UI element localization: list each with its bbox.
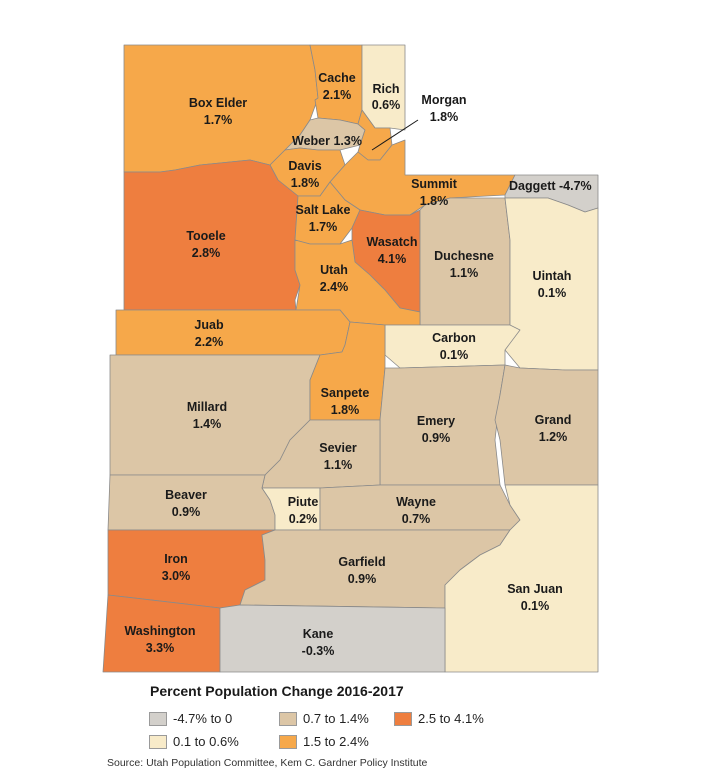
county-carbon[interactable] <box>384 324 521 369</box>
label-tooele-name: Tooele <box>186 229 225 243</box>
label-cache-value: 2.1% <box>323 88 352 102</box>
legend-swatch-high <box>279 734 297 749</box>
label-millard-name: Millard <box>187 400 227 414</box>
morgan-leader-line <box>371 119 419 151</box>
label-san-juan-name: San Juan <box>507 582 563 596</box>
source-note: Source: Utah Population Committee, Kem C… <box>107 757 428 769</box>
label-garfield-value: 0.9% <box>348 572 377 586</box>
county-san-juan[interactable] <box>444 484 599 673</box>
label-daggett: Daggett -4.7% <box>509 179 592 193</box>
county-sanpete[interactable] <box>309 321 386 421</box>
label-salt-lake-name: Salt Lake <box>296 203 351 217</box>
label-emery-name: Emery <box>417 414 455 428</box>
label-box-elder-value: 1.7% <box>204 113 233 127</box>
label-millard-value: 1.4% <box>193 417 222 431</box>
label-rich-name: Rich <box>372 82 399 96</box>
legend-swatch-mid <box>279 711 297 726</box>
legend-item-top: 2.5 to 4.1% <box>394 711 484 726</box>
label-wayne-value: 0.7% <box>402 512 431 526</box>
label-utah-value: 2.4% <box>320 280 349 294</box>
label-daggett-value: -4.7% <box>559 179 592 193</box>
label-san-juan-value: 0.1% <box>521 599 550 613</box>
label-morgan-name: Morgan <box>421 93 466 107</box>
label-beaver-name: Beaver <box>165 488 207 502</box>
label-piute-value: 0.2% <box>289 512 318 526</box>
label-grand-name: Grand <box>535 413 572 427</box>
legend-swatch-top <box>394 711 412 726</box>
label-kane-value: -0.3% <box>302 644 335 658</box>
county-beaver[interactable] <box>107 474 276 531</box>
label-daggett-name: Daggett <box>509 179 556 193</box>
label-weber-value: 1.3% <box>333 134 362 148</box>
label-cache-name: Cache <box>318 71 356 85</box>
label-rich-value: 0.6% <box>372 98 401 112</box>
label-summit-value: 1.8% <box>420 194 449 208</box>
county-juab[interactable] <box>115 309 351 356</box>
label-emery-value: 0.9% <box>422 431 451 445</box>
label-juab-value: 2.2% <box>195 335 224 349</box>
legend-label-top: 2.5 to 4.1% <box>418 711 484 726</box>
legend-label-negative: -4.7% to 0 <box>173 711 233 726</box>
label-tooele-value: 2.8% <box>192 246 221 260</box>
legend-label-high: 1.5 to 2.4% <box>303 734 369 749</box>
county-labels: Box Elder 1.7% Cache 2.1% Rich 0.6% Morg… <box>124 71 591 658</box>
label-uintah-name: Uintah <box>533 269 572 283</box>
county-kane[interactable] <box>219 604 446 673</box>
label-wasatch-value: 4.1% <box>378 252 407 266</box>
label-grand-value: 1.2% <box>539 430 568 444</box>
legend-label-mid: 0.7 to 1.4% <box>303 711 369 726</box>
label-iron-name: Iron <box>164 552 188 566</box>
label-juab-name: Juab <box>194 318 224 332</box>
label-iron-value: 3.0% <box>162 569 191 583</box>
legend-title: Percent Population Change 2016-2017 <box>150 683 404 699</box>
county-utah[interactable] <box>294 239 421 326</box>
utah-county-map: Box Elder 1.7% Cache 2.1% Rich 0.6% Morg… <box>102 44 599 673</box>
label-beaver-value: 0.9% <box>172 505 201 519</box>
label-wasatch-name: Wasatch <box>367 235 418 249</box>
label-weber: Weber 1.3% <box>292 134 362 148</box>
label-wayne-name: Wayne <box>396 495 436 509</box>
label-salt-lake-value: 1.7% <box>309 220 338 234</box>
label-duchesne-name: Duchesne <box>434 249 494 263</box>
legend-item-low: 0.1 to 0.6% <box>149 734 239 749</box>
legend-item-mid: 0.7 to 1.4% <box>279 711 369 726</box>
label-davis-name: Davis <box>288 159 321 173</box>
legend-swatch-low <box>149 734 167 749</box>
legend-label-low: 0.1 to 0.6% <box>173 734 239 749</box>
label-davis-value: 1.8% <box>291 176 320 190</box>
label-piute-name: Piute <box>288 495 319 509</box>
legend-swatch-negative <box>149 711 167 726</box>
legend-item-high: 1.5 to 2.4% <box>279 734 369 749</box>
label-sanpete-name: Sanpete <box>321 386 370 400</box>
label-washington-name: Washington <box>124 624 195 638</box>
label-sevier-value: 1.1% <box>324 458 353 472</box>
label-washington-value: 3.3% <box>146 641 175 655</box>
label-uintah-value: 0.1% <box>538 286 567 300</box>
legend-item-negative: -4.7% to 0 <box>149 711 232 726</box>
label-utah-name: Utah <box>320 263 348 277</box>
label-carbon-name: Carbon <box>432 331 476 345</box>
label-carbon-value: 0.1% <box>440 348 469 362</box>
county-uintah[interactable] <box>504 197 599 371</box>
label-box-elder-name: Box Elder <box>189 96 247 110</box>
label-sanpete-value: 1.8% <box>331 403 360 417</box>
label-kane-name: Kane <box>303 627 334 641</box>
label-summit-name: Summit <box>411 177 458 191</box>
label-weber-name: Weber <box>292 134 330 148</box>
label-garfield-name: Garfield <box>338 555 385 569</box>
label-duchesne-value: 1.1% <box>450 266 479 280</box>
label-morgan-value: 1.8% <box>430 110 459 124</box>
label-sevier-name: Sevier <box>319 441 357 455</box>
